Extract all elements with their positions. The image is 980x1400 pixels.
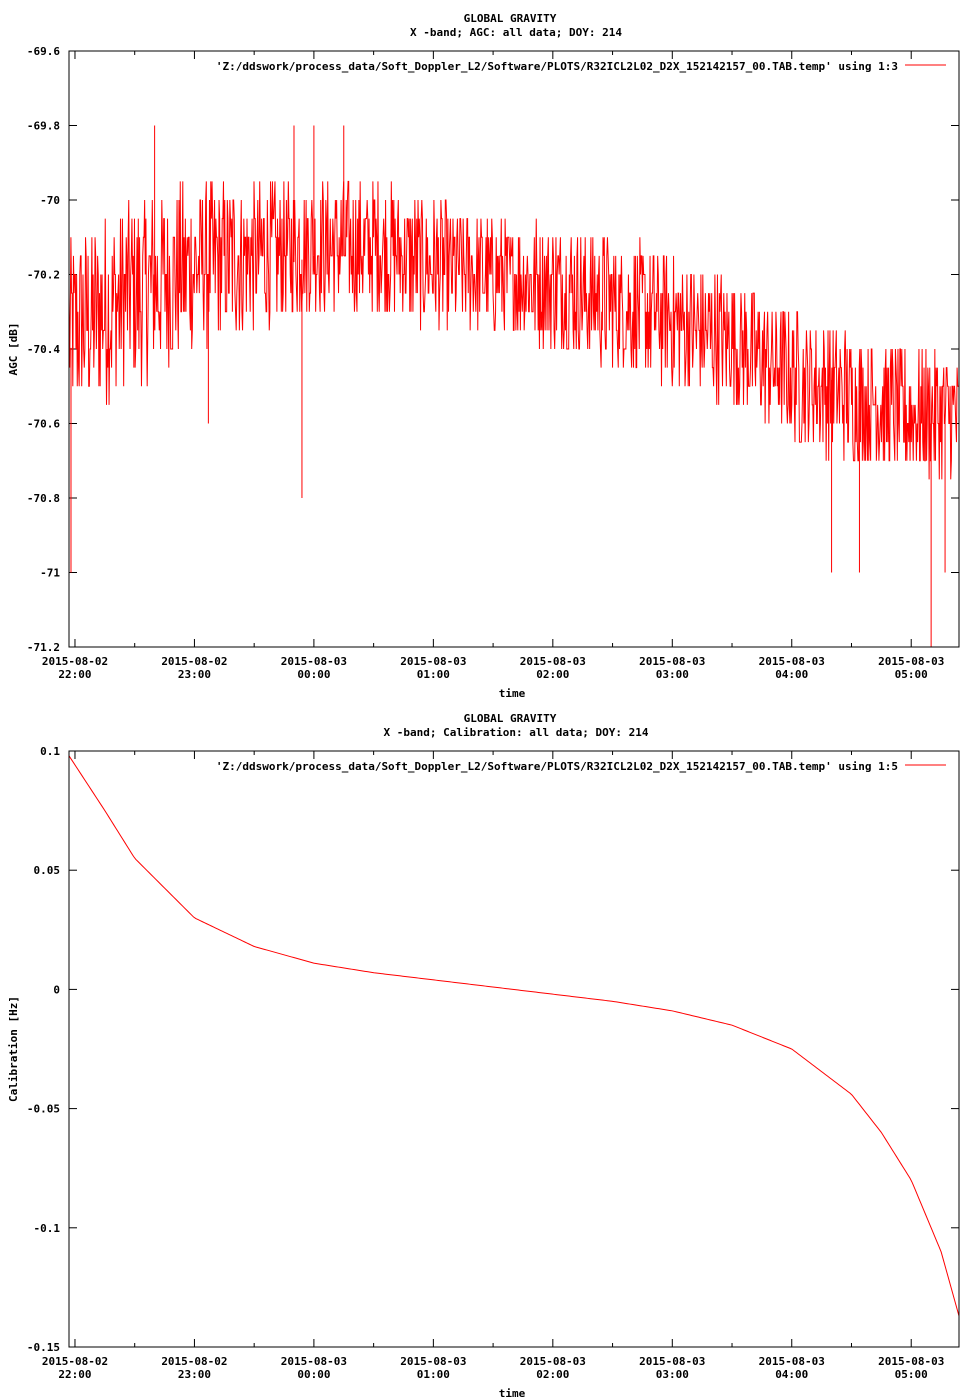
calibration-y-tick-label: -0.05 [27,1103,60,1116]
agc-x-tick-date: 2015-08-03 [759,655,825,668]
calibration-plot-frame [68,750,960,1348]
agc-x-tick-date: 2015-08-03 [400,655,466,668]
agc-chart-title: GLOBAL GRAVITY [464,12,557,25]
calibration-y-tick-label: 0.1 [40,745,60,758]
calibration-x-ticks: 2015-08-0222:002015-08-0223:002015-08-03… [42,751,944,1381]
agc-y-ticks: -69.6 -69.8 -70 -70.2 -70.4 -70.6 -70.8 -71 -71.… [27,45,959,654]
agc-x-tick-clock: 01:00 [417,668,450,681]
calibration-x-tick-clock: 04:00 [775,1368,808,1381]
calibration-y-tick-label: 0.05 [34,864,61,877]
calibration-legend-label: 'Z:/ddswork/process_data/Soft_Doppler_L2… [216,760,898,773]
agc-chart-subtitle: X -band; AGC: all data; DOY: 214 [410,26,622,39]
agc-plot-frame [68,50,960,648]
agc-chart: GLOBAL GRAVITY X -band; AGC: all data; D… [7,12,960,700]
agc-x-tick-clock: 00:00 [297,668,330,681]
calibration-x-tick-clock: 03:00 [656,1368,689,1381]
agc-x-tick-clock: 04:00 [775,668,808,681]
agc-x-axis-label: time [499,687,526,700]
agc-x-tick-date: 2015-08-03 [520,655,586,668]
agc-y-axis-label: AGC [dB] [7,323,20,376]
calibration-chart: GLOBAL GRAVITY X -band; Calibration: all… [7,712,960,1400]
calibration-x-tick-date: 2015-08-03 [878,1355,944,1368]
agc-plot-area [68,125,959,647]
calibration-x-tick-clock: 02:00 [536,1368,569,1381]
calibration-y-tick-label: -0.15 [27,1341,60,1354]
calibration-x-tick-date: 2015-08-02 [42,1355,108,1368]
calibration-y-axis-label: Calibration [Hz] [7,996,20,1102]
agc-x-tick-date: 2015-08-03 [639,655,705,668]
agc-x-tick-clock: 05:00 [895,668,928,681]
agc-x-tick-date: 2015-08-03 [878,655,944,668]
agc-x-ticks: 2015-08-0222:002015-08-0223:002015-08-03… [42,51,944,681]
agc-y-tick-label: -71 [40,567,60,580]
agc-x-tick-date: 2015-08-02 [42,655,108,668]
calibration-chart-subtitle: X -band; Calibration: all data; DOY: 214 [384,726,649,739]
calibration-x-tick-clock: 23:00 [178,1368,211,1381]
calibration-x-tick-clock: 00:00 [297,1368,330,1381]
agc-y-tick-label: -69.6 [27,45,60,58]
calibration-plot-area [68,755,960,1317]
agc-y-tick-label: -69.8 [27,120,60,133]
calibration-x-axis-label: time [499,1387,526,1400]
agc-legend-label: 'Z:/ddswork/process_data/Soft_Doppler_L2… [216,60,898,73]
agc-y-tick-label: -71.2 [27,641,60,654]
agc-y-tick-label: -70.4 [27,343,60,356]
calibration-series-line [68,755,960,1317]
agc-x-tick-date: 2015-08-02 [161,655,227,668]
calibration-x-tick-clock: 05:00 [895,1368,928,1381]
agc-x-tick-clock: 03:00 [656,668,689,681]
calibration-y-tick-label: -0.1 [34,1222,61,1235]
agc-y-tick-label: -70.8 [27,492,60,505]
calibration-y-tick-label: 0 [53,983,60,996]
agc-y-tick-label: -70 [40,194,60,207]
calibration-x-tick-date: 2015-08-03 [639,1355,705,1368]
calibration-x-tick-date: 2015-08-03 [759,1355,825,1368]
agc-y-tick-label: -70.2 [27,269,60,282]
agc-x-tick-clock: 02:00 [536,668,569,681]
calibration-x-tick-date: 2015-08-03 [400,1355,466,1368]
agc-x-tick-clock: 22:00 [58,668,91,681]
calibration-x-tick-clock: 22:00 [58,1368,91,1381]
calibration-x-tick-date: 2015-08-03 [281,1355,347,1368]
agc-y-tick-label: -70.6 [27,418,60,431]
calibration-x-tick-date: 2015-08-03 [520,1355,586,1368]
calibration-chart-title: GLOBAL GRAVITY [464,712,557,725]
agc-series-line [68,180,959,480]
calibration-x-tick-clock: 01:00 [417,1368,450,1381]
calibration-x-tick-date: 2015-08-02 [161,1355,227,1368]
agc-x-tick-date: 2015-08-03 [281,655,347,668]
agc-x-tick-clock: 23:00 [178,668,211,681]
